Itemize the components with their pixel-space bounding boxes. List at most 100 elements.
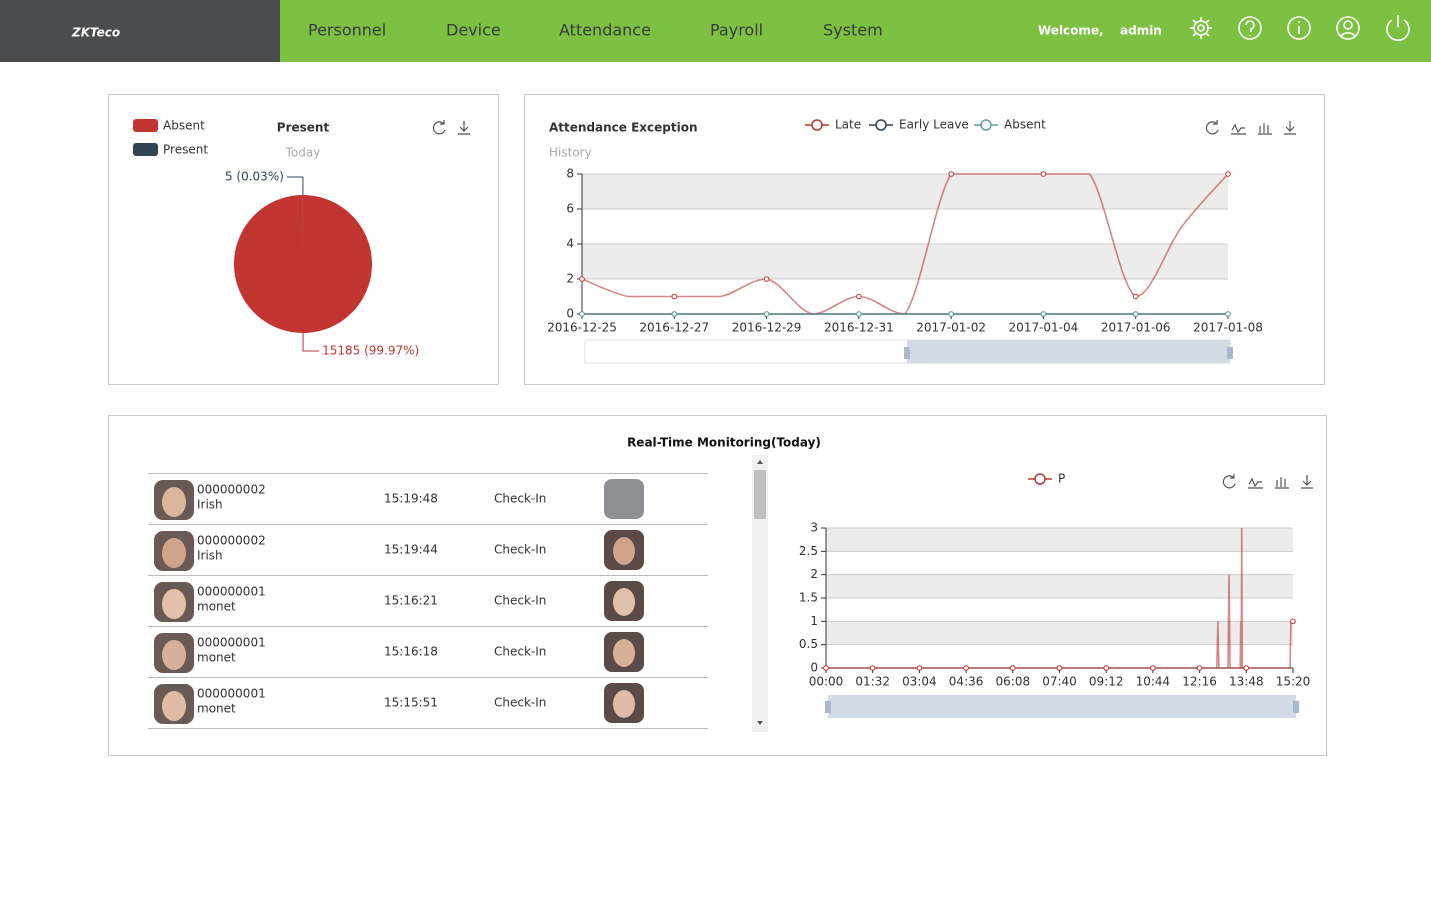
legend-swatch[interactable] bbox=[133, 119, 158, 132]
refresh-tool[interactable] bbox=[432, 120, 446, 135]
zoom-selection[interactable] bbox=[907, 340, 1230, 363]
legend-label[interactable]: P bbox=[1058, 472, 1065, 486]
refresh-tool[interactable] bbox=[1205, 120, 1219, 135]
point bbox=[1225, 171, 1231, 177]
user-name: Irish bbox=[197, 549, 223, 563]
nav-item[interactable]: Device bbox=[446, 21, 501, 40]
x-tick-label: 03:04 bbox=[902, 675, 937, 689]
download-tool[interactable] bbox=[1301, 475, 1313, 489]
nav-item[interactable]: Payroll bbox=[710, 21, 763, 40]
logo[interactable]: ZKTeco bbox=[71, 26, 120, 40]
punch-status: Check-In bbox=[494, 594, 546, 608]
legend-label[interactable]: Early Leave bbox=[899, 118, 969, 132]
point bbox=[1290, 618, 1296, 625]
user-id: 000000001 bbox=[197, 636, 266, 650]
point bbox=[1132, 311, 1139, 317]
refresh-tool[interactable] bbox=[1222, 474, 1236, 489]
punch-status: Check-In bbox=[494, 543, 546, 557]
legend-label[interactable]: Present bbox=[163, 143, 208, 157]
zoom-handle[interactable] bbox=[1293, 701, 1299, 713]
punch-status: Check-In bbox=[494, 696, 546, 710]
data-label: 5 (0.03%) bbox=[225, 170, 284, 184]
point bbox=[671, 311, 678, 317]
legend-marker[interactable] bbox=[1034, 473, 1046, 485]
user-name[interactable]: admin bbox=[1120, 24, 1162, 38]
series-line bbox=[581, 173, 1229, 315]
y-tick-label: 1.5 bbox=[799, 591, 818, 605]
legend-marker[interactable] bbox=[811, 119, 823, 131]
snapshot-face bbox=[613, 537, 635, 565]
avatar-face bbox=[162, 538, 186, 568]
help-icon[interactable] bbox=[1238, 16, 1262, 40]
x-tick-label: 2017-01-06 bbox=[1101, 321, 1171, 335]
user-name: monet bbox=[197, 651, 236, 665]
y-tick-label: 2.5 bbox=[799, 544, 818, 558]
point bbox=[856, 311, 862, 317]
user-id: 000000001 bbox=[197, 585, 266, 599]
bar-tool[interactable] bbox=[1258, 123, 1272, 135]
point bbox=[763, 311, 770, 317]
scroll-thumb[interactable] bbox=[754, 470, 766, 519]
logout-icon[interactable] bbox=[1386, 15, 1410, 41]
y-tick-label: 8 bbox=[566, 167, 574, 181]
monitoring-panel bbox=[108, 415, 1327, 756]
punch-time: 15:16:18 bbox=[384, 645, 438, 659]
download-tool[interactable] bbox=[458, 121, 470, 135]
legend-marker[interactable] bbox=[980, 119, 992, 131]
settings-icon[interactable] bbox=[1190, 17, 1212, 39]
grid-band bbox=[582, 244, 1228, 279]
zoom-handle[interactable] bbox=[825, 701, 831, 713]
point bbox=[1196, 665, 1203, 671]
point bbox=[916, 665, 923, 671]
x-tick-label: 15:20 bbox=[1276, 675, 1311, 689]
point bbox=[948, 311, 954, 317]
line-tool[interactable] bbox=[1231, 123, 1246, 135]
user-id: 000000002 bbox=[197, 483, 266, 497]
x-tick-label: 10:44 bbox=[1136, 675, 1171, 689]
zoom-handle[interactable] bbox=[904, 347, 910, 359]
legend-swatch[interactable] bbox=[133, 143, 158, 156]
monitoring-title: Real-Time Monitoring(Today) bbox=[627, 436, 821, 450]
x-tick-label: 06:08 bbox=[996, 675, 1031, 689]
y-tick-label: 4 bbox=[566, 237, 574, 251]
nav-item[interactable]: Personnel bbox=[308, 21, 386, 40]
legend-label[interactable]: Absent bbox=[163, 119, 205, 133]
snapshot[interactable] bbox=[604, 479, 644, 519]
point bbox=[1040, 311, 1047, 317]
zoom-handle[interactable] bbox=[1227, 347, 1233, 359]
point bbox=[963, 665, 969, 671]
x-tick-label: 00:00 bbox=[809, 675, 844, 689]
grid-band bbox=[826, 528, 1293, 552]
x-tick-label: 2016-12-27 bbox=[639, 321, 709, 335]
y-tick-label: 2 bbox=[810, 567, 818, 581]
download-tool[interactable] bbox=[1284, 121, 1296, 135]
bar-tool[interactable] bbox=[1275, 477, 1289, 489]
punch-time: 15:15:51 bbox=[384, 696, 438, 710]
label-line bbox=[302, 332, 320, 352]
legend-marker[interactable] bbox=[875, 119, 887, 131]
user-icon[interactable] bbox=[1336, 16, 1360, 40]
nav-item[interactable]: System bbox=[823, 21, 883, 40]
grid-band bbox=[582, 174, 1228, 209]
point bbox=[856, 293, 862, 300]
x-tick-label: 12:16 bbox=[1182, 675, 1217, 689]
point bbox=[1040, 171, 1047, 177]
info-icon[interactable] bbox=[1287, 16, 1311, 40]
zoom-selection[interactable] bbox=[828, 695, 1296, 718]
y-tick-label: 2 bbox=[566, 272, 574, 286]
avatar-face bbox=[162, 691, 186, 721]
legend-label[interactable]: Absent bbox=[1004, 118, 1046, 132]
nav-item[interactable]: Attendance bbox=[559, 21, 651, 40]
scrollbar[interactable] bbox=[752, 455, 768, 732]
punch-time: 15:16:21 bbox=[384, 594, 438, 608]
line-tool[interactable] bbox=[1248, 477, 1263, 489]
user-id: 000000002 bbox=[197, 534, 266, 548]
point bbox=[1103, 665, 1109, 671]
point bbox=[579, 276, 585, 282]
series-line bbox=[826, 527, 1293, 669]
point bbox=[1010, 665, 1016, 671]
x-tick-label: 01:32 bbox=[855, 675, 890, 689]
data-label: 15185 (99.97%) bbox=[322, 343, 419, 357]
legend-label[interactable]: Late bbox=[835, 118, 861, 132]
chart-realtime: 0 0.5 1 1.5 2 2.5 3 00:00 01:32 03:04 04:36 06:08 07… bbox=[799, 472, 1310, 689]
